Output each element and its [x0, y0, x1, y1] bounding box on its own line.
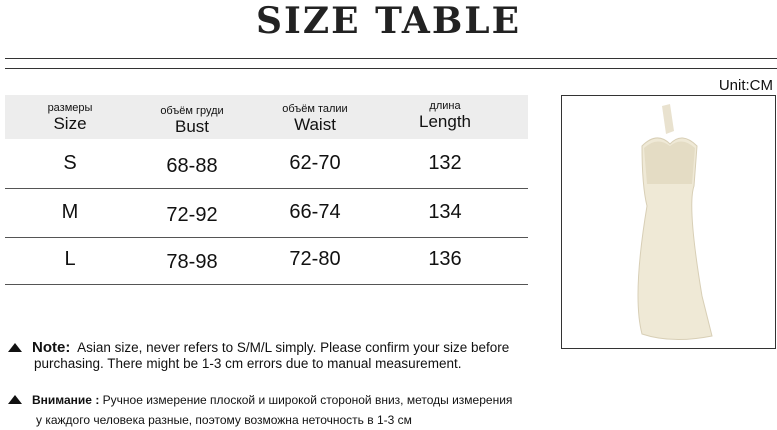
header-length: длина Length: [385, 100, 505, 132]
cell-size: S: [63, 152, 77, 174]
header-en: Length: [419, 112, 471, 131]
divider: [5, 68, 777, 69]
cell-length: 132: [428, 152, 462, 174]
header-en: Size: [53, 114, 87, 133]
header-ru: объём талии: [282, 103, 348, 115]
note-english: Note: Asian size, never refers to S/M/L …: [8, 340, 509, 372]
note-russian: Внимание : Ручное измерение плоской и ши…: [8, 390, 512, 430]
cell-length: 136: [428, 248, 462, 270]
note-text: у каждого человека разные, поэтому возмо…: [36, 413, 412, 427]
note-label: Note:: [32, 339, 71, 356]
header-waist: объём талии Waist: [255, 103, 375, 135]
dress-image: [637, 104, 713, 341]
cell-waist: 66-74: [289, 201, 341, 223]
cell-size: M: [61, 201, 79, 223]
cell-waist: 72-80: [289, 248, 341, 270]
unit-label: Unit:CM: [718, 77, 773, 94]
note-text: Ручное измерение плоской и широкой сторо…: [102, 393, 513, 407]
page-title: SIZE TABLE: [255, 0, 522, 42]
triangle-icon: [8, 343, 22, 352]
note-label: Внимание :: [32, 393, 100, 407]
product-photo: [561, 95, 776, 349]
header-ru: объём груди: [160, 105, 224, 117]
table-row: M 72-92 66-74 134: [5, 189, 528, 238]
cell-bust: 68-88: [166, 155, 218, 177]
table-row: S 68-88 62-70 132: [5, 140, 528, 189]
divider: [5, 58, 777, 59]
triangle-icon: [8, 395, 22, 404]
header-en: Bust: [174, 117, 210, 136]
cell-bust: 72-92: [166, 204, 218, 226]
header-size: размеры Size: [10, 102, 130, 134]
header-en: Waist: [294, 115, 336, 134]
cell-length: 134: [428, 201, 462, 223]
header-ru: размеры: [47, 102, 93, 114]
cell-size: L: [64, 248, 76, 270]
note-text: Asian size, never refers to S/M/L simply…: [77, 340, 510, 355]
note-text: purchasing. There might be 1-3 cm errors…: [34, 356, 462, 371]
header-bust: объём груди Bust: [132, 105, 252, 137]
cell-waist: 62-70: [289, 152, 341, 174]
table-header: размеры Size объём груди Bust объём талии W…: [5, 95, 528, 139]
table-row: L 78-98 72-80 136: [5, 236, 528, 285]
header-ru: длина: [429, 100, 461, 112]
cell-bust: 78-98: [166, 251, 218, 273]
